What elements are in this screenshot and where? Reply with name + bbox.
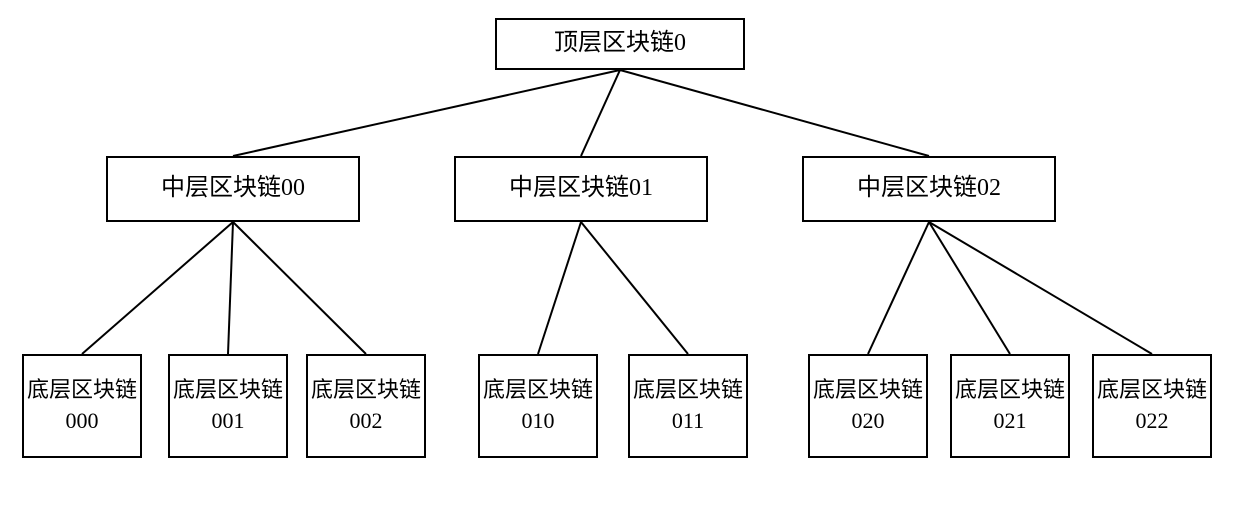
node-label: 中层区块链01 xyxy=(509,172,653,206)
node-label: 中层区块链02 xyxy=(857,172,1001,206)
node-label: 底层区块链010 xyxy=(480,375,596,437)
node-label: 底层区块链002 xyxy=(308,375,424,437)
tree-node-bot021: 底层区块链021 xyxy=(950,354,1070,458)
tree-node-bot022: 底层区块链022 xyxy=(1092,354,1212,458)
node-label: 中层区块链00 xyxy=(161,172,305,206)
tree-node-bot011: 底层区块链011 xyxy=(628,354,748,458)
node-label: 顶层区块链0 xyxy=(554,27,686,61)
node-label: 底层区块链011 xyxy=(630,375,746,437)
tree-node-top0: 顶层区块链0 xyxy=(495,18,745,70)
tree-node-bot020: 底层区块链020 xyxy=(808,354,928,458)
tree-node-bot000: 底层区块链000 xyxy=(22,354,142,458)
tree-node-bot002: 底层区块链002 xyxy=(306,354,426,458)
node-label: 底层区块链000 xyxy=(24,375,140,437)
tree-node-mid02: 中层区块链02 xyxy=(802,156,1056,222)
tree-node-bot001: 底层区块链001 xyxy=(168,354,288,458)
node-label: 底层区块链022 xyxy=(1094,375,1210,437)
node-label: 底层区块链021 xyxy=(952,375,1068,437)
tree-node-mid00: 中层区块链00 xyxy=(106,156,360,222)
tree-node-mid01: 中层区块链01 xyxy=(454,156,708,222)
node-label: 底层区块链001 xyxy=(170,375,286,437)
node-label: 底层区块链020 xyxy=(810,375,926,437)
tree-node-bot010: 底层区块链010 xyxy=(478,354,598,458)
